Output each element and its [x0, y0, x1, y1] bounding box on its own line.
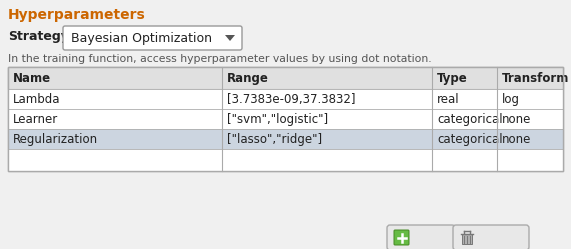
Text: none: none [502, 113, 532, 126]
Text: ["svm","logistic"]: ["svm","logistic"] [227, 113, 328, 126]
Bar [8, 129, 563, 149]
Text: Name: Name [13, 72, 51, 85]
Polygon shape [225, 35, 235, 41]
Text: Bayesian Optimization: Bayesian Optimization [71, 32, 212, 45]
FancyBboxPatch shape [453, 225, 529, 249]
Text: Add: Add [412, 231, 435, 244]
Text: Hyperparameters: Hyperparameters [8, 8, 146, 22]
Text: In the training function, access hyperparameter values by using dot notation.: In the training function, access hyperpa… [8, 54, 432, 64]
Text: Regularization: Regularization [13, 133, 98, 146]
Bar [8, 149, 563, 171]
Text: Transform: Transform [502, 72, 569, 85]
Text: categorical: categorical [437, 113, 502, 126]
Bar [8, 89, 563, 109]
Text: Lambda: Lambda [13, 93, 61, 106]
FancyBboxPatch shape [394, 230, 409, 245]
FancyBboxPatch shape [387, 225, 455, 249]
Text: Type: Type [437, 72, 468, 85]
Text: log: log [502, 93, 520, 106]
Text: none: none [502, 133, 532, 146]
Text: Delete: Delete [477, 231, 516, 244]
Text: Range: Range [227, 72, 269, 85]
Bar [8, 67, 563, 171]
Text: real: real [437, 93, 460, 106]
Bar [8, 67, 563, 171]
FancyBboxPatch shape [63, 26, 242, 50]
Text: ["lasso","ridge"]: ["lasso","ridge"] [227, 133, 322, 146]
Bar [8, 109, 563, 129]
Text: Strategy:: Strategy: [8, 30, 74, 43]
Text: Learner: Learner [13, 113, 58, 126]
Bar [8, 67, 563, 89]
Text: [3.7383e-09,37.3832]: [3.7383e-09,37.3832] [227, 93, 356, 106]
Bar [462, 234, 472, 244]
Text: categorical: categorical [437, 133, 502, 146]
